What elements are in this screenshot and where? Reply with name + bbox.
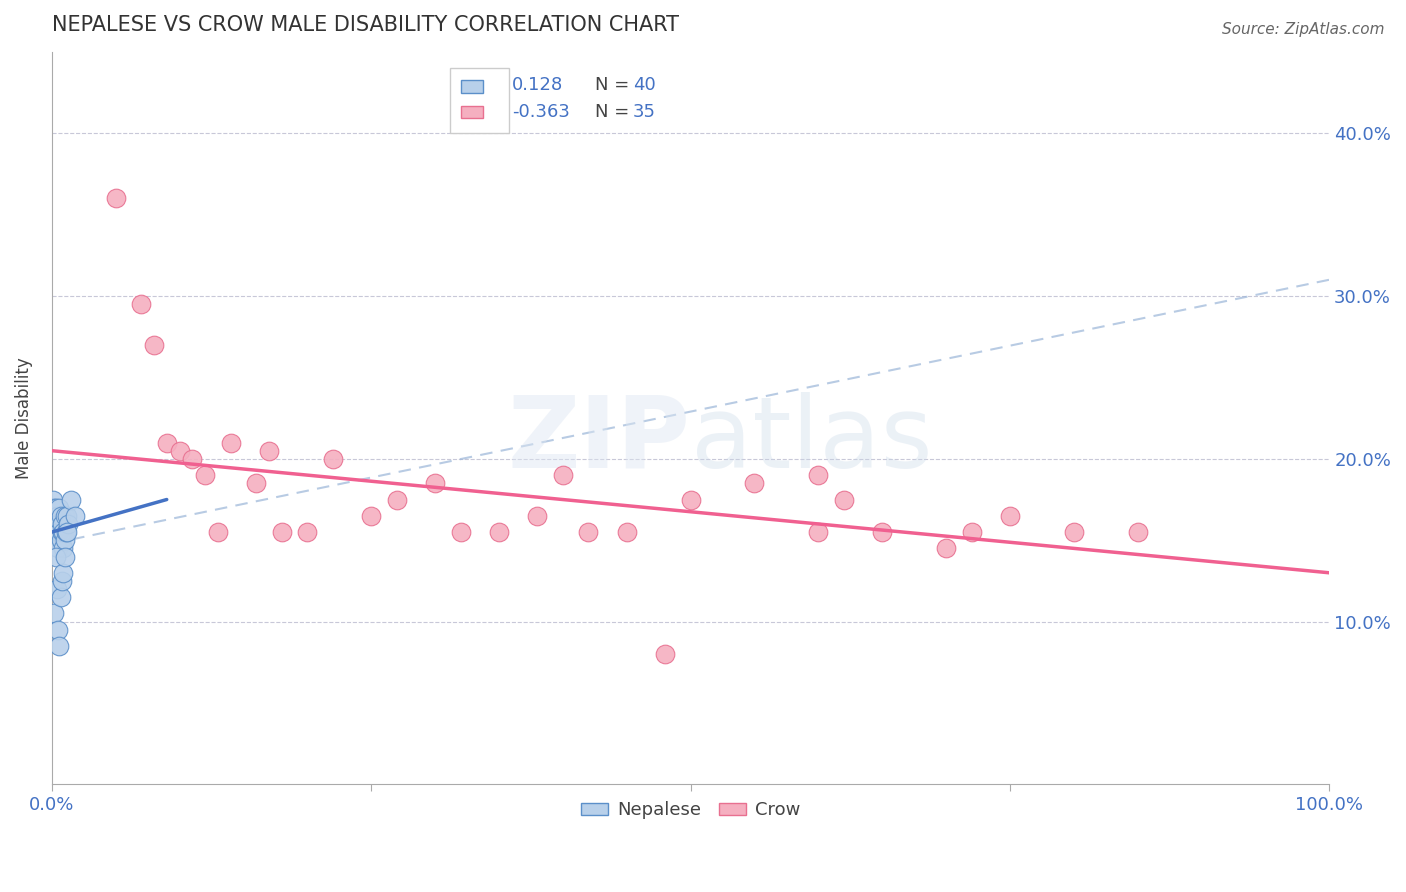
Text: R =: R =: [467, 76, 506, 94]
Point: [44, 607, 66, 621]
Point: [450, 525, 472, 540]
Point: [360, 508, 382, 523]
Point: [44, 516, 66, 531]
Point: [63, 508, 86, 523]
Point: [51, 525, 73, 540]
Point: [104, 191, 127, 205]
Point: [42, 508, 65, 523]
Text: N =: N =: [595, 76, 634, 94]
Point: [52, 566, 75, 580]
Point: [807, 468, 830, 483]
Text: R =: R =: [467, 103, 506, 121]
Point: [832, 492, 855, 507]
Point: [1063, 525, 1085, 540]
Point: [1126, 525, 1149, 540]
Legend: Nepalese, Crow: Nepalese, Crow: [574, 794, 807, 827]
Point: [45, 582, 67, 596]
Point: [45, 525, 67, 540]
Point: [46, 516, 69, 531]
Point: [207, 525, 229, 540]
Text: Source: ZipAtlas.com: Source: ZipAtlas.com: [1222, 22, 1385, 37]
Point: [49, 508, 72, 523]
Point: [53, 508, 76, 523]
Text: -0.363: -0.363: [512, 103, 569, 121]
Text: atlas: atlas: [690, 392, 932, 489]
Point: [48, 525, 70, 540]
Point: [385, 492, 408, 507]
Point: [156, 435, 179, 450]
Text: 0.128: 0.128: [512, 76, 562, 94]
Point: [44, 500, 66, 515]
Point: [488, 525, 510, 540]
Point: [423, 476, 446, 491]
Point: [49, 591, 72, 605]
Point: [48, 500, 70, 515]
Point: [46, 525, 69, 540]
Point: [181, 451, 204, 466]
Point: [870, 525, 893, 540]
Point: [53, 533, 76, 548]
Point: [576, 525, 599, 540]
Text: NEPALESE VS CROW MALE DISABILITY CORRELATION CHART: NEPALESE VS CROW MALE DISABILITY CORRELA…: [52, 15, 679, 35]
Point: [56, 525, 79, 540]
Text: 40: 40: [633, 76, 655, 94]
Point: [45, 549, 67, 564]
Point: [59, 492, 82, 507]
Point: [194, 468, 217, 483]
Text: N =: N =: [595, 103, 634, 121]
Text: 35: 35: [633, 103, 657, 121]
Point: [55, 525, 77, 540]
Point: [526, 508, 548, 523]
Point: [46, 623, 69, 637]
Y-axis label: Male Disability: Male Disability: [15, 358, 32, 479]
Point: [52, 541, 75, 556]
Point: [51, 574, 73, 588]
Point: [42, 525, 65, 540]
Point: [46, 541, 69, 556]
Point: [45, 516, 67, 531]
Point: [616, 525, 638, 540]
Point: [56, 508, 79, 523]
Point: [49, 533, 72, 548]
Point: [935, 541, 957, 556]
Point: [45, 516, 67, 531]
Point: [654, 647, 676, 661]
Point: [53, 549, 76, 564]
Point: [51, 516, 73, 531]
Point: [998, 508, 1021, 523]
Point: [744, 476, 766, 491]
Point: [257, 443, 280, 458]
Point: [270, 525, 292, 540]
Point: [297, 525, 319, 540]
Point: [42, 492, 65, 507]
Point: [169, 443, 191, 458]
Point: [52, 525, 75, 540]
Point: [129, 297, 152, 311]
Point: [219, 435, 242, 450]
Point: [48, 639, 70, 653]
Point: [679, 492, 702, 507]
Point: [551, 468, 574, 483]
Point: [44, 525, 66, 540]
Point: [960, 525, 983, 540]
Point: [45, 508, 67, 523]
Point: [45, 500, 67, 515]
Point: [45, 525, 67, 540]
Point: [58, 516, 80, 531]
Point: [245, 476, 267, 491]
Point: [807, 525, 830, 540]
Point: [142, 338, 165, 352]
Point: [322, 451, 344, 466]
Text: ZIP: ZIP: [508, 392, 690, 489]
